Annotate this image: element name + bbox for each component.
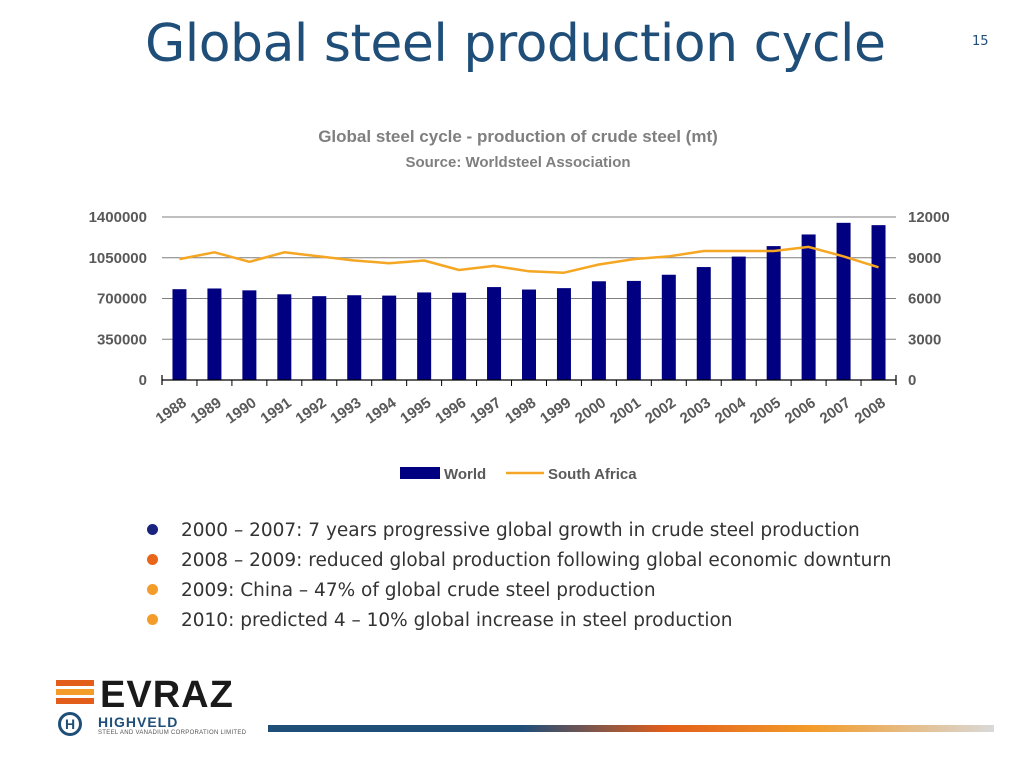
x-tick-label: 2006 (782, 394, 819, 427)
x-tick-label: 1992 (292, 394, 329, 427)
footer-gradient-bar (268, 725, 994, 732)
x-tick-label: 1995 (397, 394, 434, 427)
x-tick-label: 1998 (502, 394, 539, 427)
x-tick-label: 1994 (362, 394, 400, 427)
x-tick-label: 2005 (747, 394, 784, 427)
y-right-tick-label: 3000 (908, 331, 941, 348)
x-tick-label: 1997 (467, 394, 504, 427)
line-south-africa (179, 245, 879, 274)
world-bars (172, 222, 886, 380)
bar-world (766, 246, 781, 380)
chart: Global steel cycle - production of crude… (89, 127, 950, 483)
x-tick-label: 1999 (537, 394, 574, 427)
bar-world (312, 296, 327, 380)
x-tick-label: 2002 (642, 394, 679, 427)
bullet-item: 2008 – 2009: reduced global production f… (145, 546, 891, 576)
page-number: 15 (972, 34, 989, 49)
bar-world (626, 280, 641, 380)
y-left-tick-label: 1050000 (89, 250, 147, 267)
bar-world (452, 292, 467, 380)
slide-title: Global steel production cycle (145, 14, 886, 74)
bar-world (871, 225, 886, 380)
bullet-text: 2010: predicted 4 – 10% global increase … (181, 610, 733, 631)
chart-title: Global steel cycle - production of crude… (318, 127, 718, 146)
bullet-dot (147, 584, 158, 595)
bullet-text: 2000 – 2007: 7 years progressive global … (181, 520, 860, 541)
y-left-tick-label: 350000 (97, 331, 147, 348)
y-left-tick-label: 700000 (97, 291, 147, 308)
bar-world (207, 288, 222, 380)
bullet-dot (147, 554, 158, 565)
bar-world (696, 267, 711, 380)
x-tick-label: 1996 (432, 394, 469, 427)
bar-world (801, 234, 816, 380)
bar-world (591, 281, 606, 380)
bar-world (661, 274, 676, 380)
chart-axes: 0 350000 700000 1050000 1400000 0 3000 6000 9000… (89, 209, 950, 427)
bullet-item: 2010: predicted 4 – 10% global increase … (145, 606, 891, 636)
bullet-text: 2009: China – 47% of global crude steel … (181, 580, 656, 601)
bar-world (556, 288, 571, 380)
logo-stripe (56, 698, 94, 704)
bullet-dot (147, 614, 158, 625)
bar-world (417, 292, 432, 380)
x-tick-label: 1993 (327, 394, 364, 427)
x-tick-label: 1990 (223, 394, 260, 427)
bar-world (382, 295, 397, 380)
bullet-list: 2000 – 2007: 7 years progressive global … (145, 516, 891, 636)
bar-world (242, 290, 257, 380)
y-right-tick-label: 12000 (908, 209, 950, 226)
x-tick-label: 2008 (852, 394, 889, 427)
evraz-highveld-logo: EVRAZ H HIGHVELD STEEL AND VANADIUM CORP… (56, 674, 271, 740)
legend-label-world: World (444, 466, 486, 483)
logo-name: HIGHVELD (98, 714, 179, 730)
x-tick-label: 2007 (817, 394, 854, 427)
x-tick-label: 1991 (258, 394, 295, 427)
x-tick-label: 2000 (572, 394, 609, 427)
bullet-item: 2000 – 2007: 7 years progressive global … (145, 516, 891, 546)
bullet-item: 2009: China – 47% of global crude steel … (145, 576, 891, 606)
y-left-tick-label: 1400000 (89, 209, 147, 226)
x-tick-label: 2003 (677, 394, 714, 427)
y-right-tick-label: 6000 (908, 291, 941, 308)
x-tick-label: 2004 (712, 394, 750, 427)
y-right-tick-label: 0 (908, 372, 916, 389)
bar-world (836, 222, 851, 380)
bar-world (522, 289, 536, 380)
logo-stripe (56, 680, 94, 686)
legend-swatch-world (400, 467, 440, 479)
bullet-text: 2008 – 2009: reduced global production f… (181, 550, 892, 571)
bar-world (731, 256, 746, 380)
chart-subtitle: Source: Worldsteel Association (405, 154, 630, 171)
x-tick-label: 1989 (188, 394, 225, 427)
logo-brand: EVRAZ (100, 674, 234, 716)
x-tick-label: 1988 (153, 394, 190, 427)
logo-mark: H (58, 712, 82, 736)
bullet-dot (147, 524, 158, 535)
x-tick-label: 2001 (607, 394, 644, 427)
chart-legend: World South Africa (400, 466, 637, 483)
logo-stripe (56, 689, 94, 695)
bar-world (172, 289, 187, 380)
bar-world (277, 294, 292, 380)
legend-label-south-africa: South Africa (548, 466, 637, 483)
bar-world (347, 295, 362, 380)
y-right-tick-label: 9000 (908, 250, 941, 267)
south-africa-line (179, 245, 879, 274)
y-left-tick-label: 0 (139, 372, 147, 389)
bar-world (487, 287, 502, 380)
logo-tagline: STEEL AND VANADIUM CORPORATION LIMITED (98, 730, 247, 736)
